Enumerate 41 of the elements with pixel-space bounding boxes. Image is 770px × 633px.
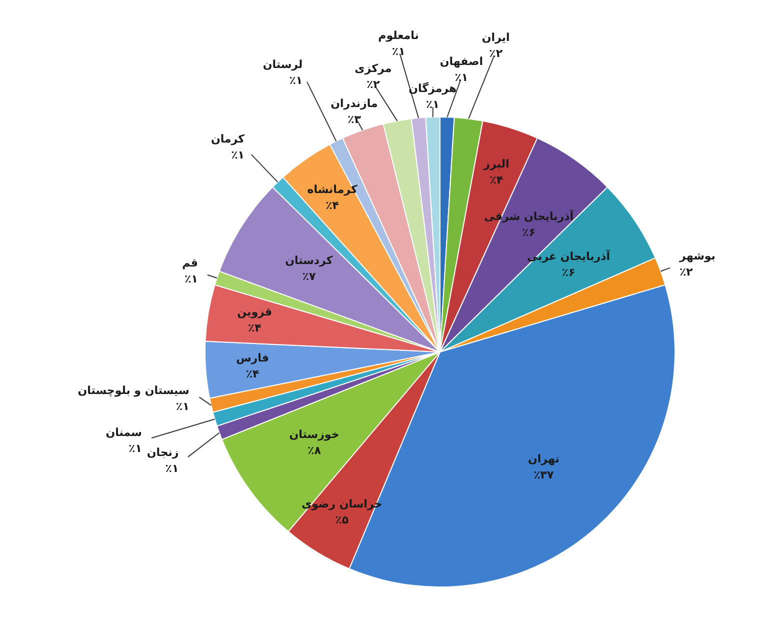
- data-label: ٪۱: [165, 462, 179, 475]
- slice-label: قزوین: [237, 306, 272, 319]
- slice-label: کردستان: [285, 254, 334, 268]
- data-label: ٪۴: [246, 367, 260, 380]
- data-label: ٪۱: [231, 148, 245, 162]
- data-label: ٪۲: [366, 78, 380, 92]
- data-label: ٪۱: [454, 70, 468, 84]
- data-label: ٪۶: [522, 226, 536, 239]
- slice-label: مازندران: [330, 96, 378, 110]
- data-label: ٪۲: [489, 47, 503, 60]
- data-label: ٪۲: [679, 265, 694, 278]
- data-label: ٪۴: [490, 174, 504, 187]
- data-label: ٪۵: [335, 513, 349, 526]
- data-label: ٪۱: [392, 44, 406, 58]
- data-label: ٪۱: [426, 98, 440, 112]
- slice-label: زنجان: [146, 446, 179, 459]
- slice-label: سمنان: [106, 426, 142, 439]
- data-label: ٪۳۷: [534, 468, 554, 482]
- data-label: ٪۱: [128, 442, 142, 455]
- data-label: ٪۴: [326, 198, 340, 212]
- slice-label: اصفهان: [440, 54, 483, 68]
- slice-label: قم: [182, 256, 198, 270]
- data-label: ٪۷: [302, 270, 316, 284]
- slice-label: سیستان و بلوچستان: [78, 384, 190, 397]
- slice-label: تهران: [528, 452, 560, 466]
- slice-label: لرستان: [262, 58, 303, 71]
- slice-label: خوزستان: [289, 428, 340, 441]
- slice-label: مرکزی: [354, 62, 392, 76]
- data-label: ٪۶: [562, 266, 576, 280]
- data-label: ٪۳: [347, 112, 362, 126]
- data-label: ٪۸: [308, 444, 322, 457]
- slice-label: ایران: [482, 31, 510, 44]
- slice-label: بوشهر: [678, 249, 716, 262]
- data-label: ٪۱: [176, 400, 190, 413]
- data-label: ٪۱: [184, 272, 198, 286]
- slice-label: نامعلوم: [378, 28, 419, 42]
- data-label: ٪۱: [289, 74, 303, 87]
- slice-label: فارس: [236, 351, 269, 364]
- slice-label: البرز: [482, 158, 510, 171]
- slice-label: کرمان: [210, 132, 246, 146]
- data-label: ٪۴: [248, 322, 262, 335]
